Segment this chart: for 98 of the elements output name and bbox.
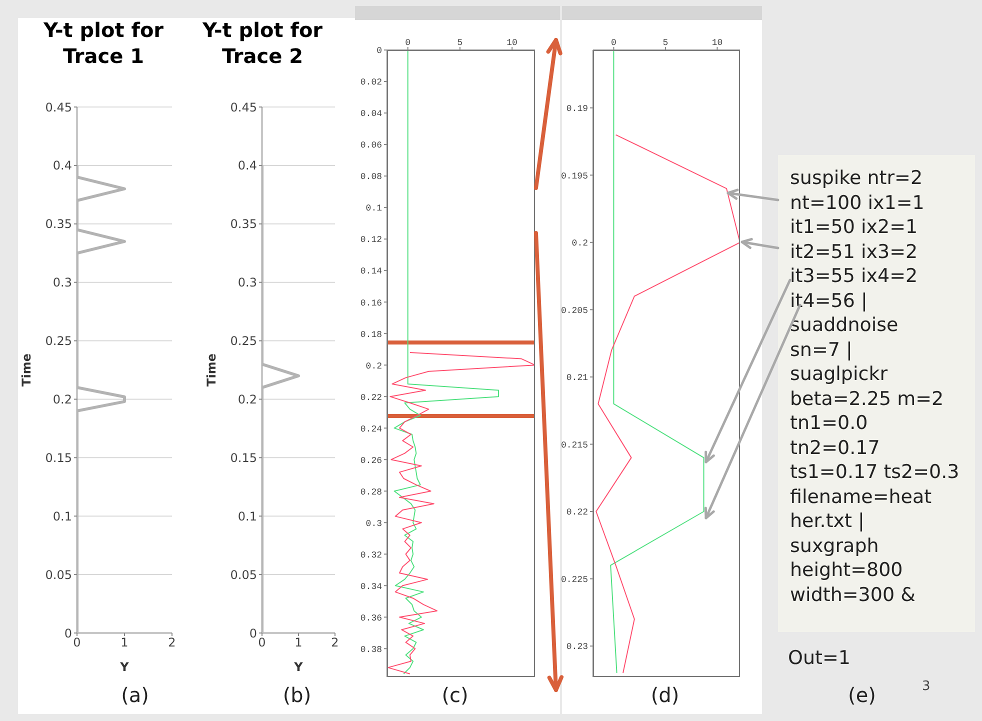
y-tick-label: 0.4 xyxy=(238,158,257,173)
x-axis-title: Y xyxy=(293,660,304,674)
y-tick-label: 0.225 xyxy=(560,574,588,585)
x-tick-label: 5 xyxy=(457,38,463,48)
line-series xyxy=(610,50,704,674)
y-tick-label: 0.26 xyxy=(360,456,382,466)
text: ts1=0.17 ts2=0.3 xyxy=(790,461,960,483)
y-tick-label: 0.12 xyxy=(360,235,382,246)
text: (d) xyxy=(650,683,680,707)
x-tick-label: 10 xyxy=(506,38,518,48)
y-tick-label: 0.35 xyxy=(230,217,257,232)
x-tick-label: 0 xyxy=(73,636,81,650)
x-tick-label: 0 xyxy=(258,636,266,650)
text: tn1=0.0 xyxy=(790,412,868,434)
y-tick-label: 0.1 xyxy=(366,204,382,214)
text: (b) xyxy=(282,683,312,707)
y-tick-label: 0.3 xyxy=(366,518,382,529)
x-tick-label: 1 xyxy=(294,636,302,650)
text: height=800 xyxy=(790,559,903,581)
y-tick-label: 0.22 xyxy=(566,508,588,518)
y-tick-label: 0.2 xyxy=(52,392,72,406)
y-tick-label: 0.32 xyxy=(360,550,382,560)
text: her.txt | xyxy=(790,510,864,532)
text: it1=50 ix2=1 xyxy=(790,216,918,238)
y-tick-label: 0.05 xyxy=(45,568,72,582)
y-tick-label: 0.08 xyxy=(360,172,382,182)
text: (e) xyxy=(847,683,877,707)
y-tick-label: 0.4 xyxy=(52,158,72,173)
y-axis-title: Time xyxy=(204,354,218,386)
y-tick-label: 0.2 xyxy=(366,361,382,372)
x-tick-label: 1 xyxy=(120,636,128,650)
y-tick-label: 0.1 xyxy=(52,509,72,524)
text: suxgraph xyxy=(790,534,879,556)
text: suaglpickr xyxy=(790,363,888,385)
y-tick-label: 0.215 xyxy=(560,440,588,450)
y-tick-label: 0.25 xyxy=(230,334,257,348)
y-tick-label: 0.3 xyxy=(238,276,257,290)
text: it3=55 ix4=2 xyxy=(790,265,918,287)
y-tick-label: 0.23 xyxy=(566,642,588,652)
y-tick-label: 0.45 xyxy=(230,100,257,114)
line-series xyxy=(262,164,300,633)
text: (c) xyxy=(440,683,470,707)
text: suspike ntr=2 xyxy=(790,167,923,189)
y-tick-label: 0.195 xyxy=(560,171,588,182)
text: nt=100 ix1=1 xyxy=(790,192,924,214)
y-tick-label: 0.15 xyxy=(230,450,257,465)
x-tick-label: 5 xyxy=(662,38,668,48)
x-tick-label: 2 xyxy=(168,636,176,650)
y-tick-label: 0.36 xyxy=(360,613,382,624)
y-tick-label: 0.34 xyxy=(360,582,382,592)
y-tick-label: 0.38 xyxy=(360,644,382,655)
text: filename=heat xyxy=(790,486,932,508)
text: it4=56 | xyxy=(790,290,868,312)
text: suaddnoise xyxy=(790,314,898,336)
y-tick-label: 0 xyxy=(376,46,382,56)
line-series xyxy=(394,50,500,674)
y-tick-label: 0 xyxy=(64,626,72,640)
y-tick-label: 0.3 xyxy=(52,276,72,290)
x-tick-label: 2 xyxy=(331,636,339,650)
text: width=300 & xyxy=(790,584,916,606)
y-tick-label: 0.19 xyxy=(566,104,588,114)
text: 3 xyxy=(922,679,930,694)
y-tick-label: 0.2 xyxy=(238,392,257,406)
line-series xyxy=(77,164,126,633)
y-tick-label: 0.45 xyxy=(45,100,72,114)
y-tick-label: 0.14 xyxy=(360,266,382,277)
text: Out=1 xyxy=(788,647,850,669)
chart-title: Y-t plot for Trace 2 xyxy=(201,17,324,70)
y-tick-label: 0.2 xyxy=(572,238,588,249)
y-tick-label: 0.02 xyxy=(360,78,382,88)
y-tick-label: 0.15 xyxy=(45,450,72,465)
y-tick-label: 0.24 xyxy=(360,424,382,434)
y-tick-label: 0.21 xyxy=(566,373,588,384)
y-tick-label: 0.205 xyxy=(560,306,588,316)
x-axis-title: Y xyxy=(119,660,130,674)
y-tick-label: 0.04 xyxy=(360,109,382,120)
y-tick-label: 0.05 xyxy=(230,568,257,582)
text: sn=7 | xyxy=(790,338,852,360)
y-tick-label: 0.28 xyxy=(360,487,382,498)
x-tick-label: 0 xyxy=(611,38,616,48)
x-tick-label: 10 xyxy=(712,38,723,48)
y-tick-label: 0.25 xyxy=(45,334,72,348)
y-tick-label: 0.22 xyxy=(360,392,382,403)
line-series xyxy=(596,134,740,674)
text: (a) xyxy=(120,683,150,707)
y-tick-label: 0.35 xyxy=(45,217,72,232)
y-tick-label: 0.16 xyxy=(360,298,382,308)
text: tn2=0.17 xyxy=(790,436,880,458)
y-axis-title: Time xyxy=(19,354,34,386)
text: beta=2.25 m=2 xyxy=(790,388,944,410)
y-tick-label: 0.06 xyxy=(360,140,382,151)
line-series xyxy=(388,352,535,674)
y-tick-label: 0.1 xyxy=(238,509,257,524)
text: it2=51 ix3=2 xyxy=(790,240,918,262)
x-tick-label: 0 xyxy=(405,38,411,48)
chart-title: Y-t plot for Trace 1 xyxy=(42,17,165,70)
y-tick-label: 0.18 xyxy=(360,330,382,340)
y-tick-label: 0 xyxy=(249,626,257,640)
